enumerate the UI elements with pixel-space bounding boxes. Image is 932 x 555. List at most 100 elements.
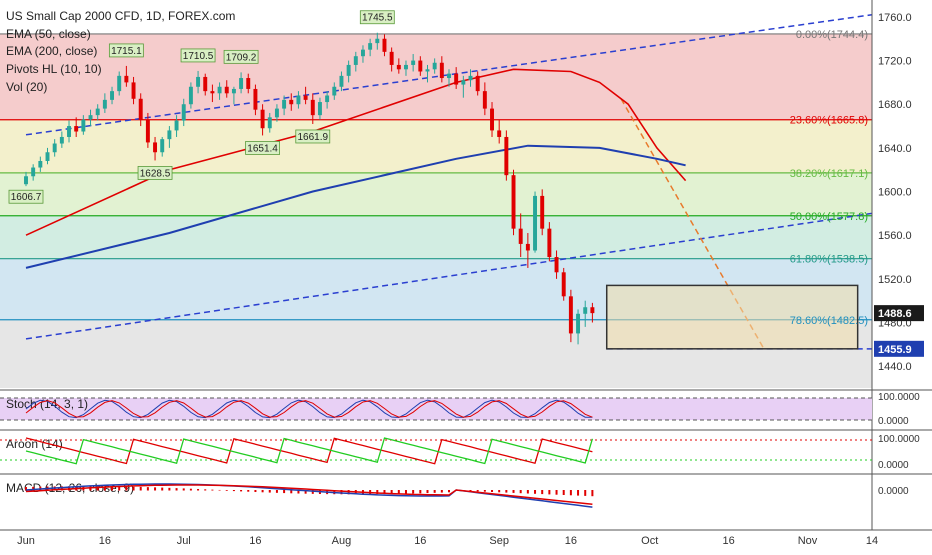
trend-line-1[interactable] (25, 212, 873, 340)
candle-body[interactable] (497, 130, 502, 137)
candle-body[interactable] (253, 88, 258, 110)
candle-body[interactable] (554, 257, 559, 273)
price-tick-label: 1720.0 (878, 56, 912, 68)
candle-body[interactable] (95, 108, 100, 116)
macd-hist-bar (505, 490, 508, 493)
candle-body[interactable] (160, 139, 165, 153)
candle-body[interactable] (296, 95, 301, 105)
macd-hist-bar (383, 490, 386, 495)
indicator-ema200[interactable]: EMA (200, close) (6, 44, 97, 58)
candle-body[interactable] (174, 120, 179, 131)
candle-body[interactable] (590, 307, 595, 314)
candle-body[interactable] (396, 64, 401, 70)
candle-body[interactable] (167, 130, 172, 140)
candle-body[interactable] (447, 73, 451, 79)
macd-hist-bar (125, 486, 128, 491)
candle-body[interactable] (138, 98, 143, 120)
candle-body[interactable] (583, 307, 588, 314)
last-price-tag (874, 305, 924, 322)
candle-body[interactable] (353, 56, 358, 65)
candle-body[interactable] (525, 243, 530, 251)
candle-body[interactable] (110, 91, 115, 100)
candle-body[interactable] (418, 60, 423, 72)
pivot-label-box (180, 48, 216, 63)
candle-body[interactable] (346, 64, 351, 76)
candle-body[interactable] (547, 228, 552, 258)
candle-body[interactable] (482, 91, 487, 109)
candle-body[interactable] (188, 86, 193, 105)
candle-body[interactable] (31, 167, 36, 177)
candle-body[interactable] (339, 75, 344, 87)
macd-hist-bar (182, 488, 185, 491)
target-box-rect[interactable] (605, 284, 859, 350)
candle-body[interactable] (131, 82, 136, 99)
candle-body[interactable] (461, 80, 466, 85)
candle-body[interactable] (332, 86, 337, 96)
candle-body[interactable] (368, 43, 373, 50)
candle-body[interactable] (224, 86, 229, 94)
candle-body[interactable] (432, 62, 437, 70)
candle-body[interactable] (289, 99, 294, 105)
candle-body[interactable] (576, 313, 581, 334)
candle-body[interactable] (231, 88, 236, 94)
trend-line-0[interactable] (25, 13, 873, 136)
candle-body[interactable] (454, 73, 459, 85)
candle-body[interactable] (540, 195, 545, 229)
candle-body[interactable] (475, 75, 480, 92)
candle-body[interactable] (561, 272, 566, 297)
candle-body[interactable] (568, 296, 573, 334)
candle-body[interactable] (389, 51, 394, 65)
candle-body[interactable] (217, 86, 222, 94)
candle-body[interactable] (468, 75, 473, 81)
pivot-label: 1606.7 (11, 192, 42, 203)
candle-body[interactable] (67, 126, 71, 137)
candle-body[interactable] (74, 126, 79, 132)
candle-body[interactable] (382, 38, 387, 52)
candle-body[interactable] (282, 99, 287, 109)
candle-body[interactable] (45, 152, 50, 161)
candle-body[interactable] (274, 108, 279, 118)
candle-body[interactable] (246, 78, 251, 89)
candle-body[interactable] (310, 99, 315, 116)
candle-body[interactable] (317, 102, 322, 116)
candle-body[interactable] (260, 109, 265, 129)
candle-body[interactable] (411, 60, 416, 65)
candle-body[interactable] (404, 64, 408, 70)
candle-body[interactable] (124, 75, 129, 83)
candle-body[interactable] (325, 95, 330, 103)
candle-body[interactable] (303, 95, 308, 100)
aroon-title[interactable]: Aroon (14) (6, 437, 63, 451)
indicator-volume[interactable]: Vol (20) (6, 80, 47, 94)
candle-body[interactable] (504, 136, 509, 176)
candle-body[interactable] (511, 175, 516, 229)
candle-body[interactable] (102, 99, 107, 109)
candle-body[interactable] (38, 160, 43, 168)
candle-body[interactable] (239, 78, 244, 89)
candle-body[interactable] (267, 117, 272, 129)
candle-body[interactable] (375, 38, 380, 44)
stoch-title[interactable]: Stoch (14, 3, 1) (6, 397, 88, 411)
candle-body[interactable] (59, 136, 64, 144)
candle-body[interactable] (196, 76, 201, 87)
candle-body[interactable] (490, 108, 494, 131)
macd-hist-bar (569, 490, 572, 496)
candle-body[interactable] (153, 142, 158, 153)
indicator-pivots[interactable]: Pivots HL (10, 10) (6, 62, 102, 76)
candle-body[interactable] (24, 176, 28, 185)
candle-body[interactable] (81, 119, 86, 132)
candle-body[interactable] (52, 143, 57, 153)
stoch-k-line (25, 399, 593, 419)
candle-body[interactable] (181, 104, 186, 121)
candle-body[interactable] (439, 62, 444, 79)
indicator-ema50[interactable]: EMA (50, close) (6, 27, 91, 41)
candle-body[interactable] (533, 195, 538, 251)
candle-body[interactable] (145, 119, 150, 143)
candle-body[interactable] (88, 115, 93, 120)
candle-body[interactable] (518, 228, 523, 244)
candle-body[interactable] (117, 75, 122, 92)
candle-body[interactable] (210, 91, 215, 94)
candle-body[interactable] (425, 69, 430, 72)
candle-body[interactable] (203, 76, 208, 92)
candle-body[interactable] (360, 49, 365, 57)
